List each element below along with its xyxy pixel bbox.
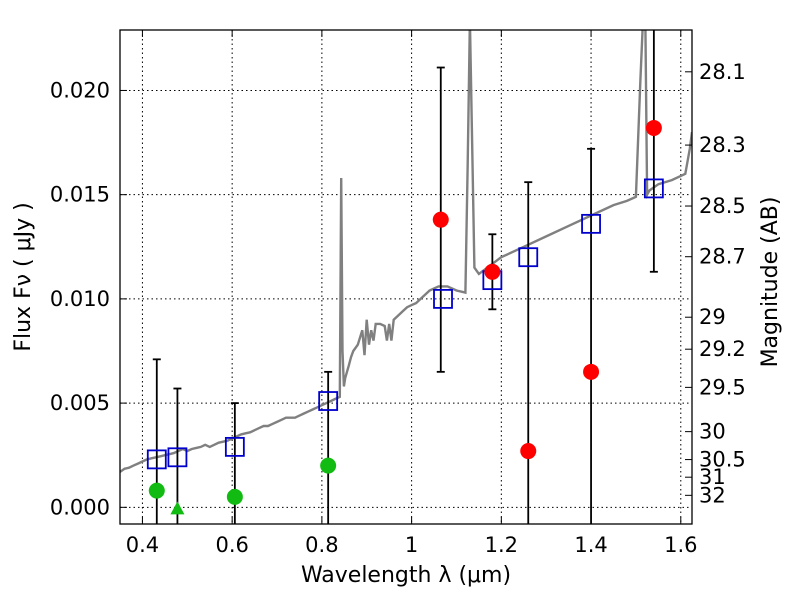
mag-tick-label: 28.3 (699, 133, 746, 157)
y-axis-label: Flux Fν ( μJy ) (11, 202, 36, 351)
red-circle-point (520, 443, 537, 460)
y-tick-label: 0.010 (50, 287, 110, 311)
x-tick-label: 1 (405, 533, 418, 557)
model-square-point (224, 436, 245, 457)
y-tick-label: 0.005 (50, 391, 110, 415)
label-layer: 0.4 0.6 0.8 1 1.2 1.4 1.6 0.000 0.005 0.010 0.015 0… (50, 60, 746, 557)
mag-tick-label: 30 (699, 420, 726, 444)
red-circle-point (583, 363, 600, 380)
model-square-point (318, 391, 339, 411)
x-tick-label: 1.4 (574, 533, 607, 557)
mag-tick-label: 30.5 (699, 448, 746, 472)
model-square-point (146, 449, 167, 470)
grid-layer (120, 30, 692, 524)
x-tick-label: 1.2 (485, 533, 518, 557)
green-circle-point (148, 482, 165, 499)
plot-frame (119, 29, 693, 525)
x-tick-label: 0.4 (126, 533, 159, 557)
red-circle-point (645, 119, 662, 136)
mag-tick-label: 28.5 (699, 194, 746, 218)
mag-tick-label: 29 (699, 305, 726, 329)
green-circle-point (320, 457, 337, 474)
mag-tick-label: 28.1 (699, 60, 746, 84)
y-tick-label: 0.020 (50, 78, 110, 102)
model-square-point (643, 178, 664, 199)
green-triangle-point (170, 501, 185, 515)
plot-layer (120, 30, 692, 524)
red-circle-point (484, 263, 501, 280)
model-square-point (581, 213, 601, 234)
model-square-point (433, 288, 453, 309)
spectrum-line (120, 30, 692, 473)
tick-layer (120, 30, 692, 524)
x-tick-label: 0.6 (215, 533, 248, 557)
y-tick-label: 0.015 (50, 183, 110, 207)
y-axis-right-label: Magnitude (AB) (758, 197, 783, 368)
model-square-point (167, 447, 188, 468)
green-circle-point (226, 488, 243, 505)
mag-tick-label: 29.2 (699, 337, 746, 361)
x-tick-label: 1.6 (664, 533, 697, 557)
mag-tick-label: 31 (699, 465, 726, 489)
y-tick-label: 0.000 (50, 495, 110, 519)
red-circle-point (432, 211, 449, 228)
x-axis-label: Wavelength λ (μm) (301, 563, 511, 588)
mag-tick-label: 32 (699, 483, 726, 507)
model-square-point (518, 247, 539, 268)
mag-tick-label: 28.7 (699, 245, 746, 269)
mag-tick-label: 29.5 (699, 375, 746, 399)
x-tick-label: 0.8 (305, 533, 338, 557)
